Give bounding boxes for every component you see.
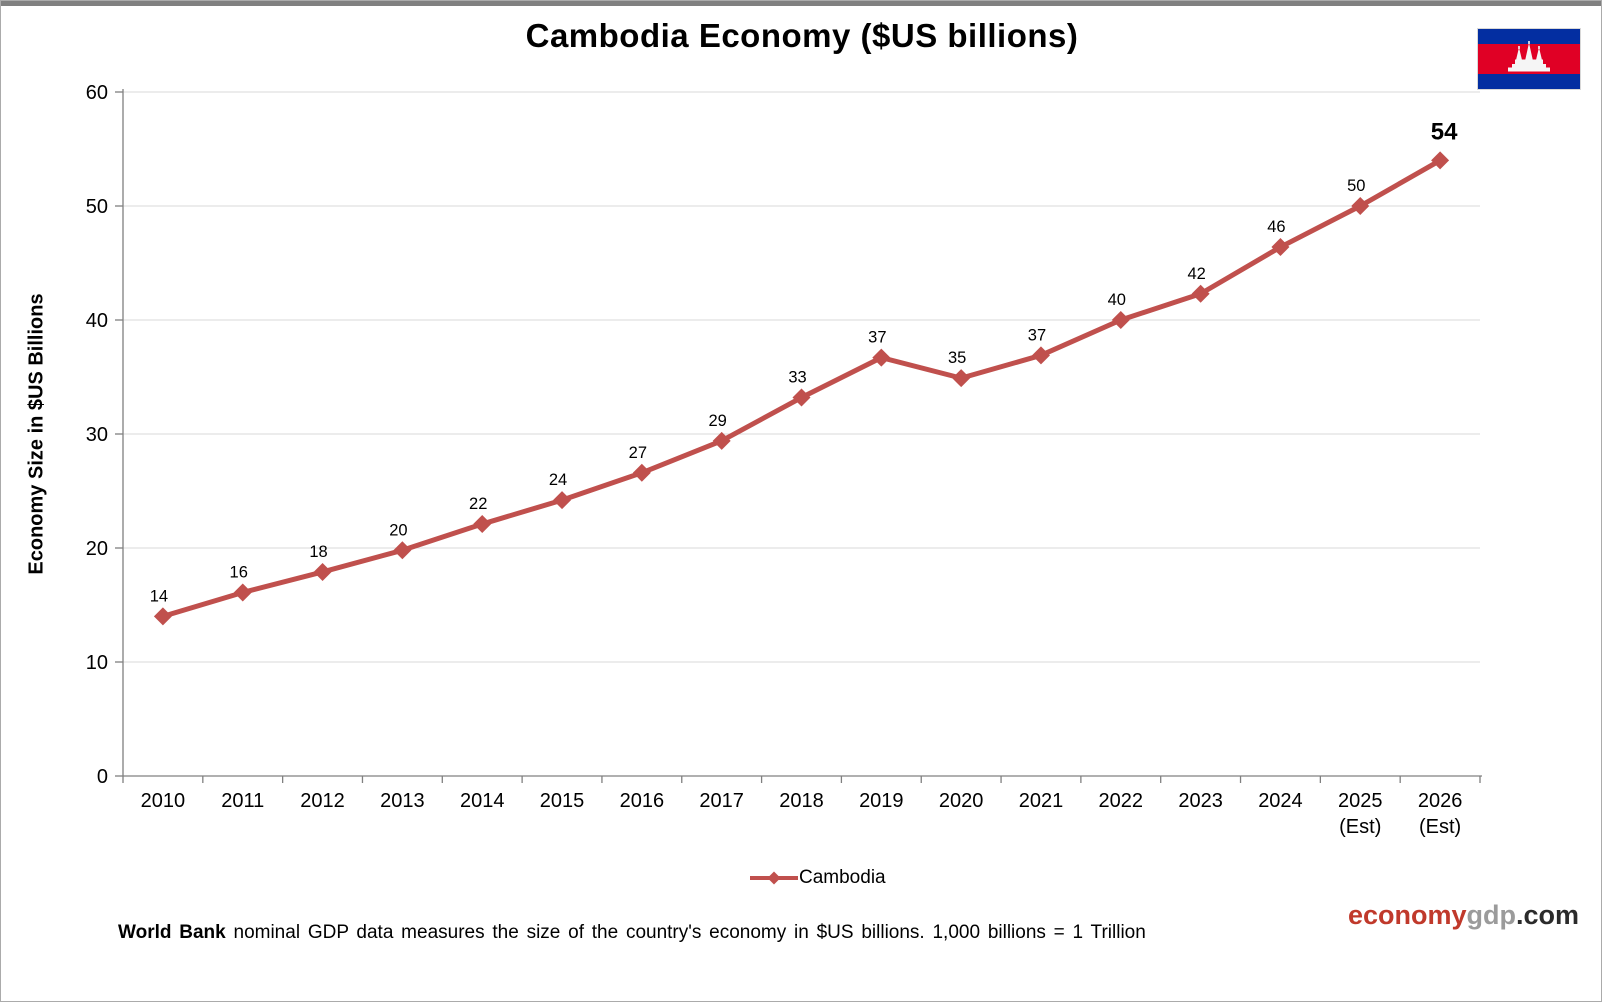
y-tick-label: 10 [86,652,108,674]
x-tick-label: 2012 [300,790,345,812]
brand-dotcom: .com [1515,900,1579,930]
x-tick-label: 2010 [141,790,186,812]
data-point-marker [473,515,492,534]
data-point-marker [1271,238,1290,257]
data-point-label: 27 [629,444,647,462]
source-footnote: World Bank nominal GDP data measures the… [118,922,1146,944]
x-tick-sublabel: (Est) [1339,816,1381,838]
data-point-label: 16 [230,563,248,581]
data-point-marker [1351,197,1370,215]
legend-series-marker-icon [750,871,798,885]
data-point-marker [712,431,731,450]
y-tick-label: 40 [86,310,108,332]
data-point-label: 29 [708,412,726,430]
data-point-marker [1111,311,1130,329]
data-point-marker [872,348,891,367]
data-point-label: 35 [948,349,966,367]
data-point-marker [233,583,252,602]
angkor-wat-emblem [1508,41,1550,72]
brand-economy: economy [1347,900,1467,930]
x-tick-label: 2011 [221,790,264,812]
data-point-label: 14 [150,587,168,605]
data-point-marker [952,369,971,388]
data-point-label: 18 [309,543,327,561]
data-point-label: 20 [389,521,407,539]
data-point-label: 24 [549,471,567,489]
x-tick-label: 2013 [380,790,425,812]
legend-diamond [767,871,781,885]
y-tick-label: 0 [97,766,108,788]
data-point-marker [792,388,811,407]
data-point-marker [393,541,412,560]
data-point-label: 54 [1431,118,1458,145]
data-point-marker [1031,346,1050,365]
data-point-label: 42 [1187,265,1205,283]
data-point-label: 22 [469,495,487,513]
x-tick-label: 2014 [460,790,505,812]
y-tick-label: 60 [86,82,108,104]
footnote-text: nominal GDP data measures the size of th… [225,922,1146,943]
x-tick-label: 2024 [1258,790,1303,812]
footnote-source: World Bank [118,922,226,943]
y-tick-label: 30 [86,424,108,446]
brand-gdp: gdp [1466,900,1516,930]
flag-top-stripe [1478,29,1580,44]
legend: Cambodia [749,867,886,889]
data-point-marker [632,463,651,482]
y-tick-label: 20 [86,538,108,560]
data-point-marker [313,562,332,581]
cambodia-flag-icon [1478,29,1580,89]
x-tick-label: 2019 [859,790,904,812]
x-tick-label: 2022 [1099,790,1144,812]
data-point-marker [1431,151,1450,170]
x-tick-label: 2020 [939,790,984,812]
data-point-label: 33 [788,369,806,387]
x-tick-label: 2026 [1418,790,1463,812]
flag-bottom-stripe [1478,74,1580,89]
x-tick-label: 2018 [779,790,824,812]
data-point-marker [553,491,572,510]
x-tick-label: 2025 [1338,790,1383,812]
legend-label: Cambodia [799,867,886,888]
data-point-label: 37 [868,329,886,347]
data-point-marker [153,607,172,626]
x-tick-label: 2023 [1178,790,1223,812]
data-point-label: 40 [1108,291,1126,309]
brand-link[interactable]: economygdp.com [1348,900,1579,931]
x-tick-sublabel: (Est) [1419,816,1461,838]
data-point-label: 46 [1267,218,1285,236]
window-top-border [1,1,1601,6]
y-tick-label: 50 [86,196,108,218]
x-tick-label: 2016 [620,790,665,812]
x-tick-label: 2021 [1019,790,1064,812]
x-tick-label: 2015 [540,790,585,812]
x-tick-label: 2017 [699,790,744,812]
data-point-label: 37 [1028,326,1046,344]
data-point-label: 50 [1347,177,1365,195]
data-point-marker [1191,284,1210,303]
chart-title: Cambodia Economy ($US billions) [525,17,1079,54]
